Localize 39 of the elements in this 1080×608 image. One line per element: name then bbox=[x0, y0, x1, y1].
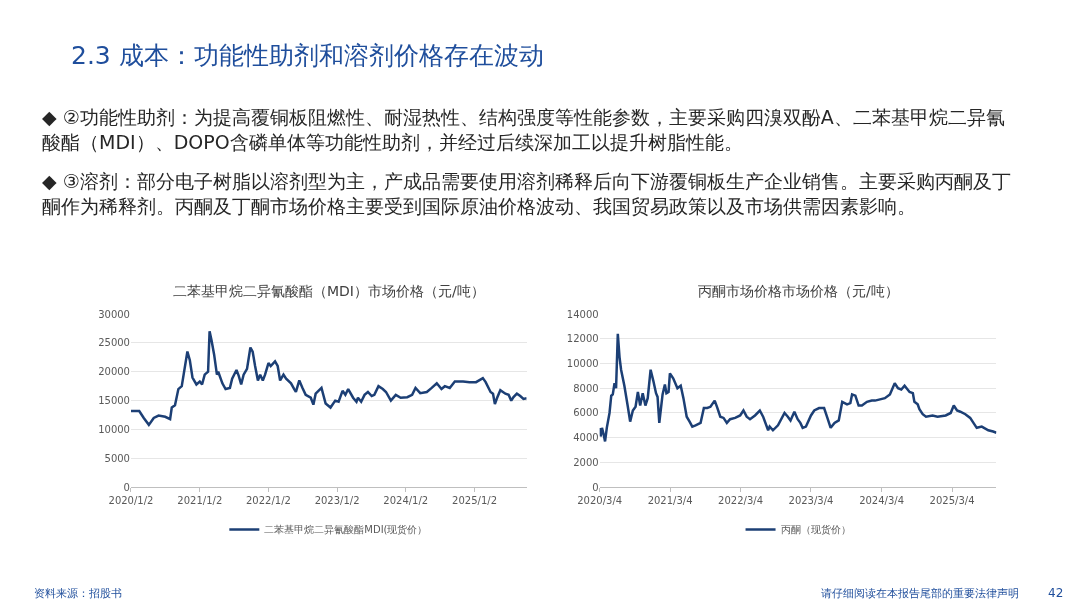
y-tick-label: 30000 bbox=[98, 308, 130, 320]
y-tick-label: 5000 bbox=[104, 452, 130, 464]
text: ◆ ②功能性助剂：为提高覆铜板阻燃性、耐湿热性、结构强度等性能参数，主要采购四溴双酚A、二苯基甲烷二异氰酸酯（MDI）、DOPO含磷单体等功能性助剂，并经过后续深加工以提升树脂性能。 bbox=[42, 106, 1005, 153]
legend-label: 二苯基甲烷二异氰酸酯MDI(现货价） bbox=[264, 524, 428, 536]
y-tick-label: 15000 bbox=[98, 395, 130, 407]
y-tick-label: 8000 bbox=[573, 382, 599, 394]
x-tick-label: 2022/1/2 bbox=[245, 495, 291, 507]
x-tick-label: 2020/1/2 bbox=[108, 495, 154, 507]
x-tick-label: 2024/3/4 bbox=[859, 495, 905, 507]
line-series bbox=[130, 330, 527, 427]
x-tick-label: 2024/1/2 bbox=[383, 495, 429, 507]
x-tick-label: 2023/3/4 bbox=[788, 495, 834, 507]
y-tick-label: 10000 bbox=[566, 358, 599, 370]
x-tick-label: 2020/3/4 bbox=[577, 495, 623, 507]
y-tick-label: 10000 bbox=[98, 423, 130, 435]
x-tick-label: 2025/3/4 bbox=[929, 495, 975, 507]
y-tick-label: 2000 bbox=[573, 456, 599, 468]
text: ◆ ③溶剂：部分电子树脂以溶剂型为主，产成品需要使用溶剂稀释后向下游覆铜板生产企业销售。主要采购丙酮及丁酮作为稀释剂。丙酮及丁酮市场价格主要受到国际原油价格波动、我国贸易政策以及市场供需因素影响。 bbox=[42, 170, 1011, 217]
text: 42 bbox=[1048, 586, 1064, 600]
text: 资料来源：招股书 bbox=[34, 587, 122, 600]
chart-title: 丙酮市场价格市场价格（元/吨） bbox=[698, 283, 899, 299]
y-tick-label: 20000 bbox=[98, 366, 130, 378]
x-tick-label: 2021/1/2 bbox=[177, 495, 223, 507]
y-tick-label: 6000 bbox=[573, 407, 599, 419]
y-tick-label: 0 bbox=[592, 481, 599, 493]
x-tick-label: 2023/1/2 bbox=[314, 495, 360, 507]
text: 请仔细阅读在本报告尾部的重要法律声明 bbox=[821, 587, 1019, 600]
y-tick-label: 12000 bbox=[566, 333, 599, 345]
legend-label: 丙酮（现货价） bbox=[780, 524, 851, 536]
chart-title: 二苯基甲烷二异氰酸酯（MDI）市场价格（元/吨） bbox=[173, 283, 485, 299]
y-tick-label: 4000 bbox=[573, 432, 599, 444]
y-tick-label: 25000 bbox=[98, 337, 130, 349]
x-tick-label: 2025/1/2 bbox=[452, 495, 498, 507]
y-tick-label: 0 bbox=[123, 481, 130, 493]
x-tick-label: 2022/3/4 bbox=[718, 495, 763, 507]
text: 2.3 成本：功能性助剂和溶剂价格存在波动 bbox=[71, 41, 544, 70]
line-series bbox=[599, 332, 997, 443]
y-tick-label: 14000 bbox=[566, 308, 599, 320]
x-tick-label: 2021/3/4 bbox=[647, 495, 693, 507]
